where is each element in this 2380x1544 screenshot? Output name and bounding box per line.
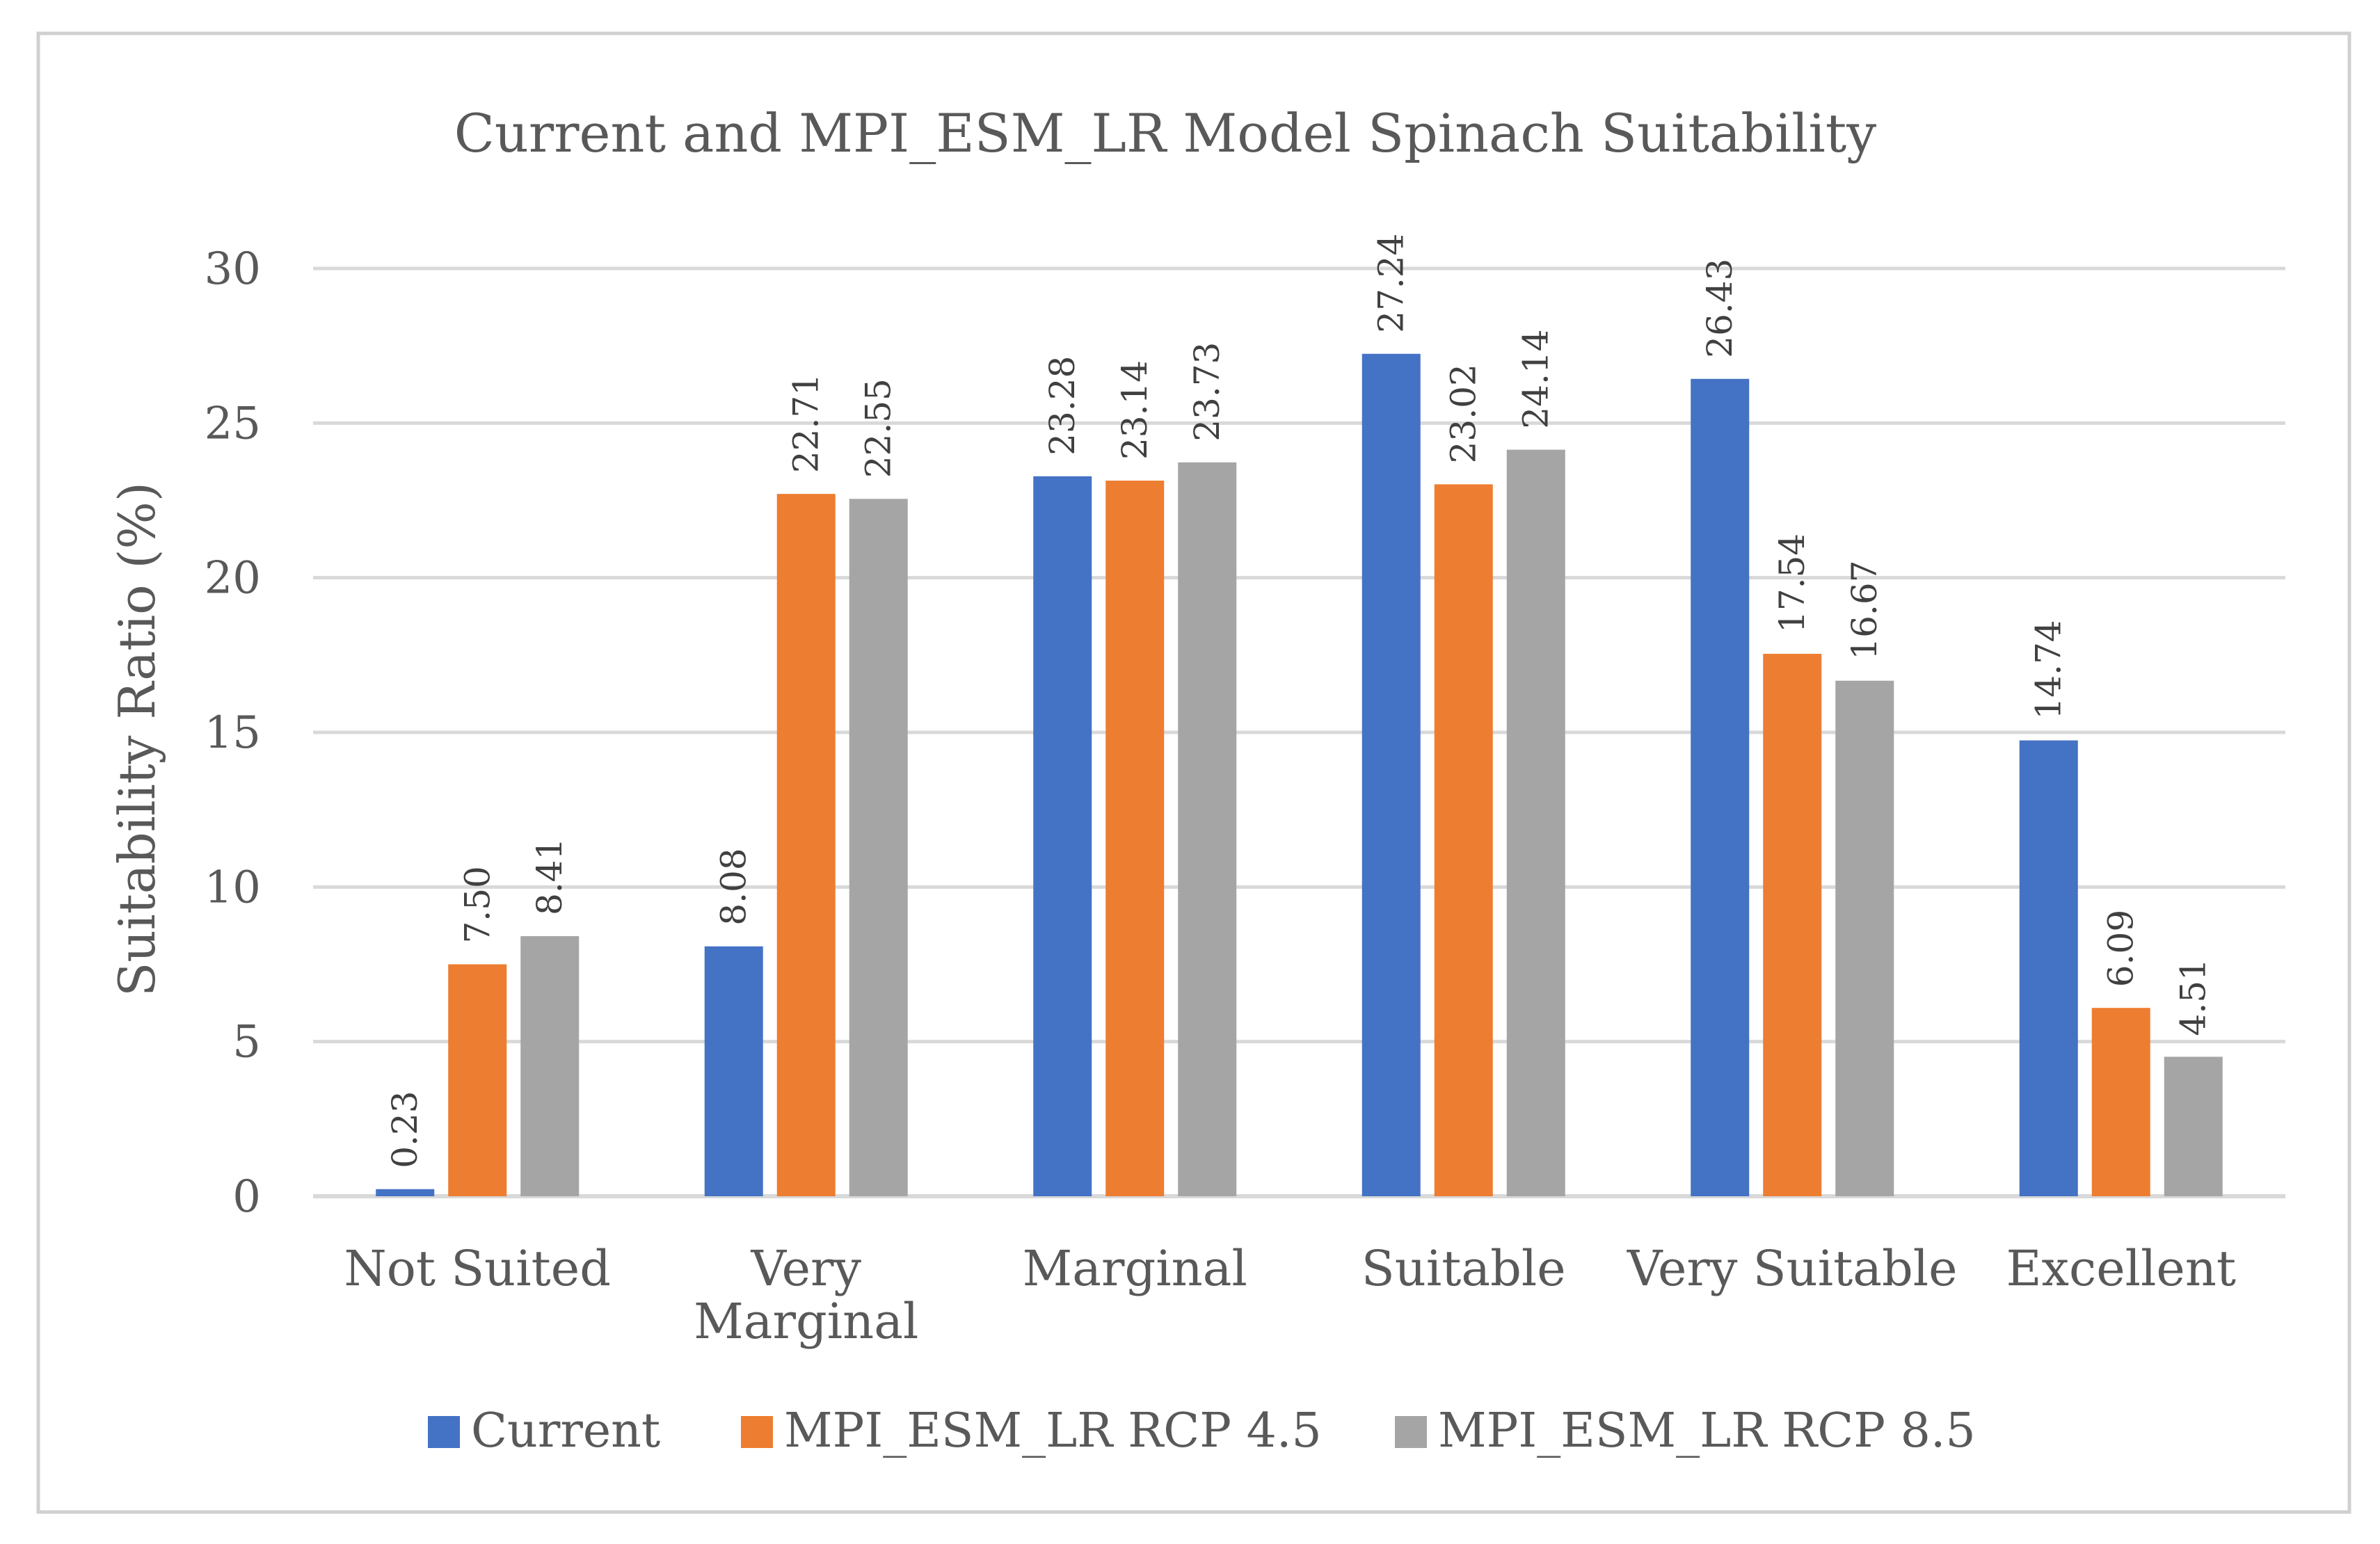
x-category-label: Very bbox=[750, 1240, 861, 1297]
bar bbox=[1178, 462, 1237, 1196]
data-label: 16.67 bbox=[1844, 561, 1885, 660]
legend-label: Current bbox=[471, 1404, 660, 1458]
bars bbox=[376, 353, 2223, 1197]
data-label: 0.23 bbox=[385, 1091, 425, 1168]
y-tick-label: 5 bbox=[232, 1017, 261, 1068]
chart-title: Current and MPI_ESM_LR Model Spinach Sui… bbox=[454, 102, 1877, 164]
bar bbox=[1033, 476, 1092, 1197]
data-label: 23.14 bbox=[1115, 360, 1155, 460]
y-tick-label: 20 bbox=[205, 553, 261, 604]
legend-swatch bbox=[428, 1416, 460, 1448]
data-label: 22.55 bbox=[858, 378, 899, 478]
data-label: 27.24 bbox=[1371, 234, 1412, 333]
data-label: 22.71 bbox=[786, 373, 826, 473]
bar bbox=[2019, 740, 2078, 1196]
x-category-label: Excellent bbox=[2006, 1240, 2236, 1297]
bar bbox=[849, 499, 908, 1196]
bar bbox=[1506, 449, 1565, 1196]
data-label: 23.73 bbox=[1187, 342, 1227, 442]
data-labels: 0.23 7.50 8.41 8.08 22.71 22.55 23.28 23.14 23.7… bbox=[385, 234, 2214, 1168]
data-label: 23.02 bbox=[1444, 364, 1484, 463]
bar bbox=[1763, 654, 1822, 1196]
y-tick-label: 25 bbox=[205, 398, 261, 449]
data-label: 6.09 bbox=[2101, 910, 2141, 987]
gridlines bbox=[313, 266, 2285, 1198]
data-label: 7.50 bbox=[457, 866, 497, 943]
bar bbox=[1361, 353, 1421, 1196]
x-category-label: Very Suitable bbox=[1627, 1240, 1958, 1297]
data-label: 8.41 bbox=[529, 838, 570, 915]
data-label: 17.54 bbox=[1772, 533, 1812, 633]
x-category-label: Suitable bbox=[1361, 1240, 1566, 1297]
bar bbox=[1835, 680, 1894, 1196]
bar bbox=[376, 1189, 435, 1196]
data-label: 4.51 bbox=[2173, 958, 2214, 1036]
x-category-label: Not Suited bbox=[344, 1240, 611, 1297]
bar bbox=[520, 936, 580, 1196]
legend: Current MPI_ESM_LR RCP 4.5 MPI_ESM_LR RCP … bbox=[428, 1404, 1976, 1458]
legend-label: MPI_ESM_LR RCP 8.5 bbox=[1438, 1404, 1976, 1458]
bar bbox=[1434, 484, 1493, 1196]
bar bbox=[448, 964, 507, 1196]
y-tick-label: 10 bbox=[205, 862, 261, 913]
bar bbox=[2164, 1056, 2223, 1196]
legend-swatch bbox=[1395, 1416, 1427, 1448]
bar bbox=[1691, 378, 1750, 1196]
data-label: 26.43 bbox=[1700, 259, 1740, 358]
bar bbox=[1105, 481, 1165, 1197]
bar bbox=[2091, 1008, 2150, 1196]
data-label: 24.14 bbox=[1516, 329, 1556, 428]
y-axis-ticks: 0 5 10 15 20 25 30 bbox=[205, 243, 261, 1223]
legend-swatch bbox=[741, 1416, 773, 1448]
legend-label: MPI_ESM_LR RCP 4.5 bbox=[784, 1404, 1322, 1458]
y-tick-label: 0 bbox=[232, 1171, 261, 1223]
data-label: 23.28 bbox=[1042, 356, 1083, 456]
bar bbox=[704, 946, 763, 1196]
y-tick-label: 15 bbox=[205, 707, 261, 759]
data-label: 14.74 bbox=[2029, 620, 2069, 719]
x-category-label: Marginal bbox=[694, 1293, 918, 1350]
data-label: 8.08 bbox=[714, 848, 754, 925]
x-category-label: Marginal bbox=[1023, 1240, 1247, 1297]
bar bbox=[776, 494, 836, 1196]
y-axis-title: Suitability Ratio (%) bbox=[108, 482, 166, 997]
y-tick-label: 30 bbox=[205, 243, 261, 295]
